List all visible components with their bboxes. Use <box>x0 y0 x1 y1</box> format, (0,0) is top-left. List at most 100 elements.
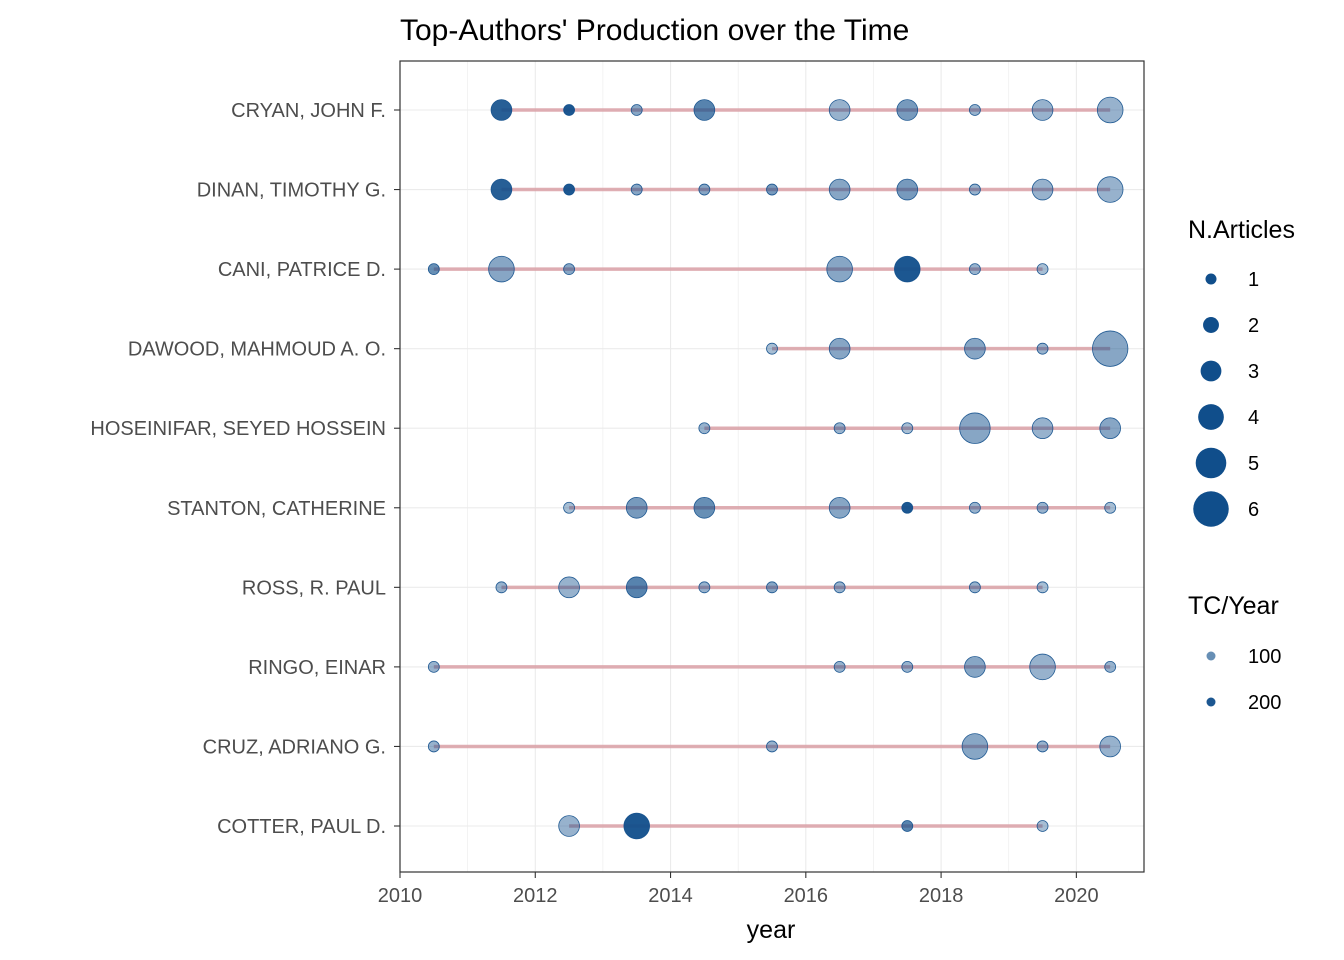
legend-size-key <box>1195 447 1227 479</box>
x-tick-label: 2018 <box>919 885 964 907</box>
data-point <box>1104 660 1117 673</box>
data-point <box>698 422 711 435</box>
data-point <box>1099 735 1121 758</box>
legend-size-label: 4 <box>1248 407 1259 429</box>
data-point <box>766 581 778 594</box>
data-point <box>969 104 981 116</box>
legend: N.Articles 1 2 3 4 5 6 TC/Year 100 200 <box>1188 216 1295 714</box>
x-tick-label: 2010 <box>378 885 423 907</box>
data-point <box>1036 501 1049 514</box>
legend-size-key <box>1193 491 1229 527</box>
legend-size-label: 6 <box>1248 499 1259 521</box>
data-point <box>766 183 778 196</box>
data-point <box>969 581 981 594</box>
data-point <box>1092 330 1129 367</box>
legend-alpha-label: 200 <box>1248 692 1281 714</box>
data-point <box>1036 740 1049 753</box>
segments <box>433 108 1111 828</box>
data-point <box>766 342 778 355</box>
data-point <box>630 104 643 116</box>
x-tick-label: 2020 <box>1054 885 1099 907</box>
data-point <box>495 581 508 594</box>
data-point <box>623 812 650 840</box>
data-point <box>1036 342 1049 355</box>
y-tick-label: DINAN, TIMOTHY G. <box>197 180 386 202</box>
data-point <box>828 178 851 201</box>
data-point <box>1029 653 1056 681</box>
x-tick-label: 2012 <box>513 885 558 907</box>
axes: CRYAN, JOHN F. DINAN, TIMOTHY G. CANI, PAT… <box>90 100 1098 907</box>
data-point <box>901 820 914 832</box>
data-point <box>969 183 981 196</box>
legend-alpha-label: 100 <box>1248 646 1281 668</box>
data-point <box>959 412 991 444</box>
data-point <box>964 656 986 678</box>
data-point <box>826 255 853 283</box>
data-point <box>896 178 919 201</box>
legend-alpha-title: TC/Year <box>1188 592 1279 620</box>
y-tick-label: CRUZ, ADRIANO G. <box>203 736 386 758</box>
data-point <box>969 263 981 276</box>
data-point <box>698 183 711 196</box>
legend-size-label: 3 <box>1248 361 1259 383</box>
data-point <box>1031 178 1054 201</box>
data-point <box>1036 263 1049 276</box>
data-point <box>828 496 851 519</box>
data-point <box>1031 417 1054 440</box>
data-point <box>625 576 648 599</box>
legend-size-title: N.Articles <box>1188 216 1295 244</box>
legend-size-label: 5 <box>1248 453 1259 475</box>
data-point <box>833 660 846 673</box>
data-point <box>961 733 989 760</box>
y-tick-label: HOSEINIFAR, SEYED HOSSEIN <box>90 418 386 440</box>
data-point <box>894 255 921 283</box>
data-point <box>558 576 580 599</box>
data-point <box>833 422 846 435</box>
y-tick-label: COTTER, PAUL D. <box>217 816 386 838</box>
data-point <box>828 99 851 121</box>
data-point <box>693 99 716 121</box>
data-point <box>488 255 515 283</box>
legend-alpha-key <box>1206 651 1216 661</box>
data-point <box>563 104 575 116</box>
legend-size-key <box>1198 404 1224 430</box>
data-point <box>563 263 575 276</box>
data-point <box>964 337 986 360</box>
data-point <box>490 99 513 121</box>
x-tick-label: 2016 <box>784 885 829 907</box>
panel-border <box>399 60 1145 873</box>
data-point <box>558 815 580 837</box>
data-point <box>1096 176 1124 203</box>
legend-size-key <box>1200 360 1222 382</box>
data-point <box>969 501 981 514</box>
data-point <box>766 740 778 753</box>
legend-alpha-key <box>1206 697 1216 707</box>
y-tick-label: ROSS, R. PAUL <box>242 577 386 599</box>
data-point <box>1036 820 1049 832</box>
chart-title: Top-Authors' Production over the Time <box>400 14 909 47</box>
data-point <box>427 660 440 673</box>
x-tick-label: 2014 <box>648 885 693 907</box>
y-tick-label: CRYAN, JOHN F. <box>231 100 386 122</box>
legend-size-key <box>1205 273 1217 285</box>
points <box>427 96 1129 840</box>
data-point <box>901 422 914 435</box>
data-point <box>693 496 716 519</box>
legend-size-label: 2 <box>1248 315 1259 337</box>
data-point <box>1096 96 1124 124</box>
data-point <box>1104 501 1117 514</box>
y-tick-label: CANI, PATRICE D. <box>218 259 386 281</box>
legend-size-label: 1 <box>1248 269 1259 291</box>
data-point <box>490 178 513 201</box>
data-point <box>896 99 919 121</box>
data-point <box>1099 417 1121 440</box>
data-point <box>833 581 846 594</box>
data-point <box>901 501 914 514</box>
data-point <box>901 660 914 673</box>
data-point <box>427 263 440 276</box>
data-point <box>1031 99 1054 121</box>
data-point <box>563 501 575 514</box>
x-axis-title: year <box>747 916 796 944</box>
y-tick-label: RINGO, EINAR <box>248 657 386 679</box>
